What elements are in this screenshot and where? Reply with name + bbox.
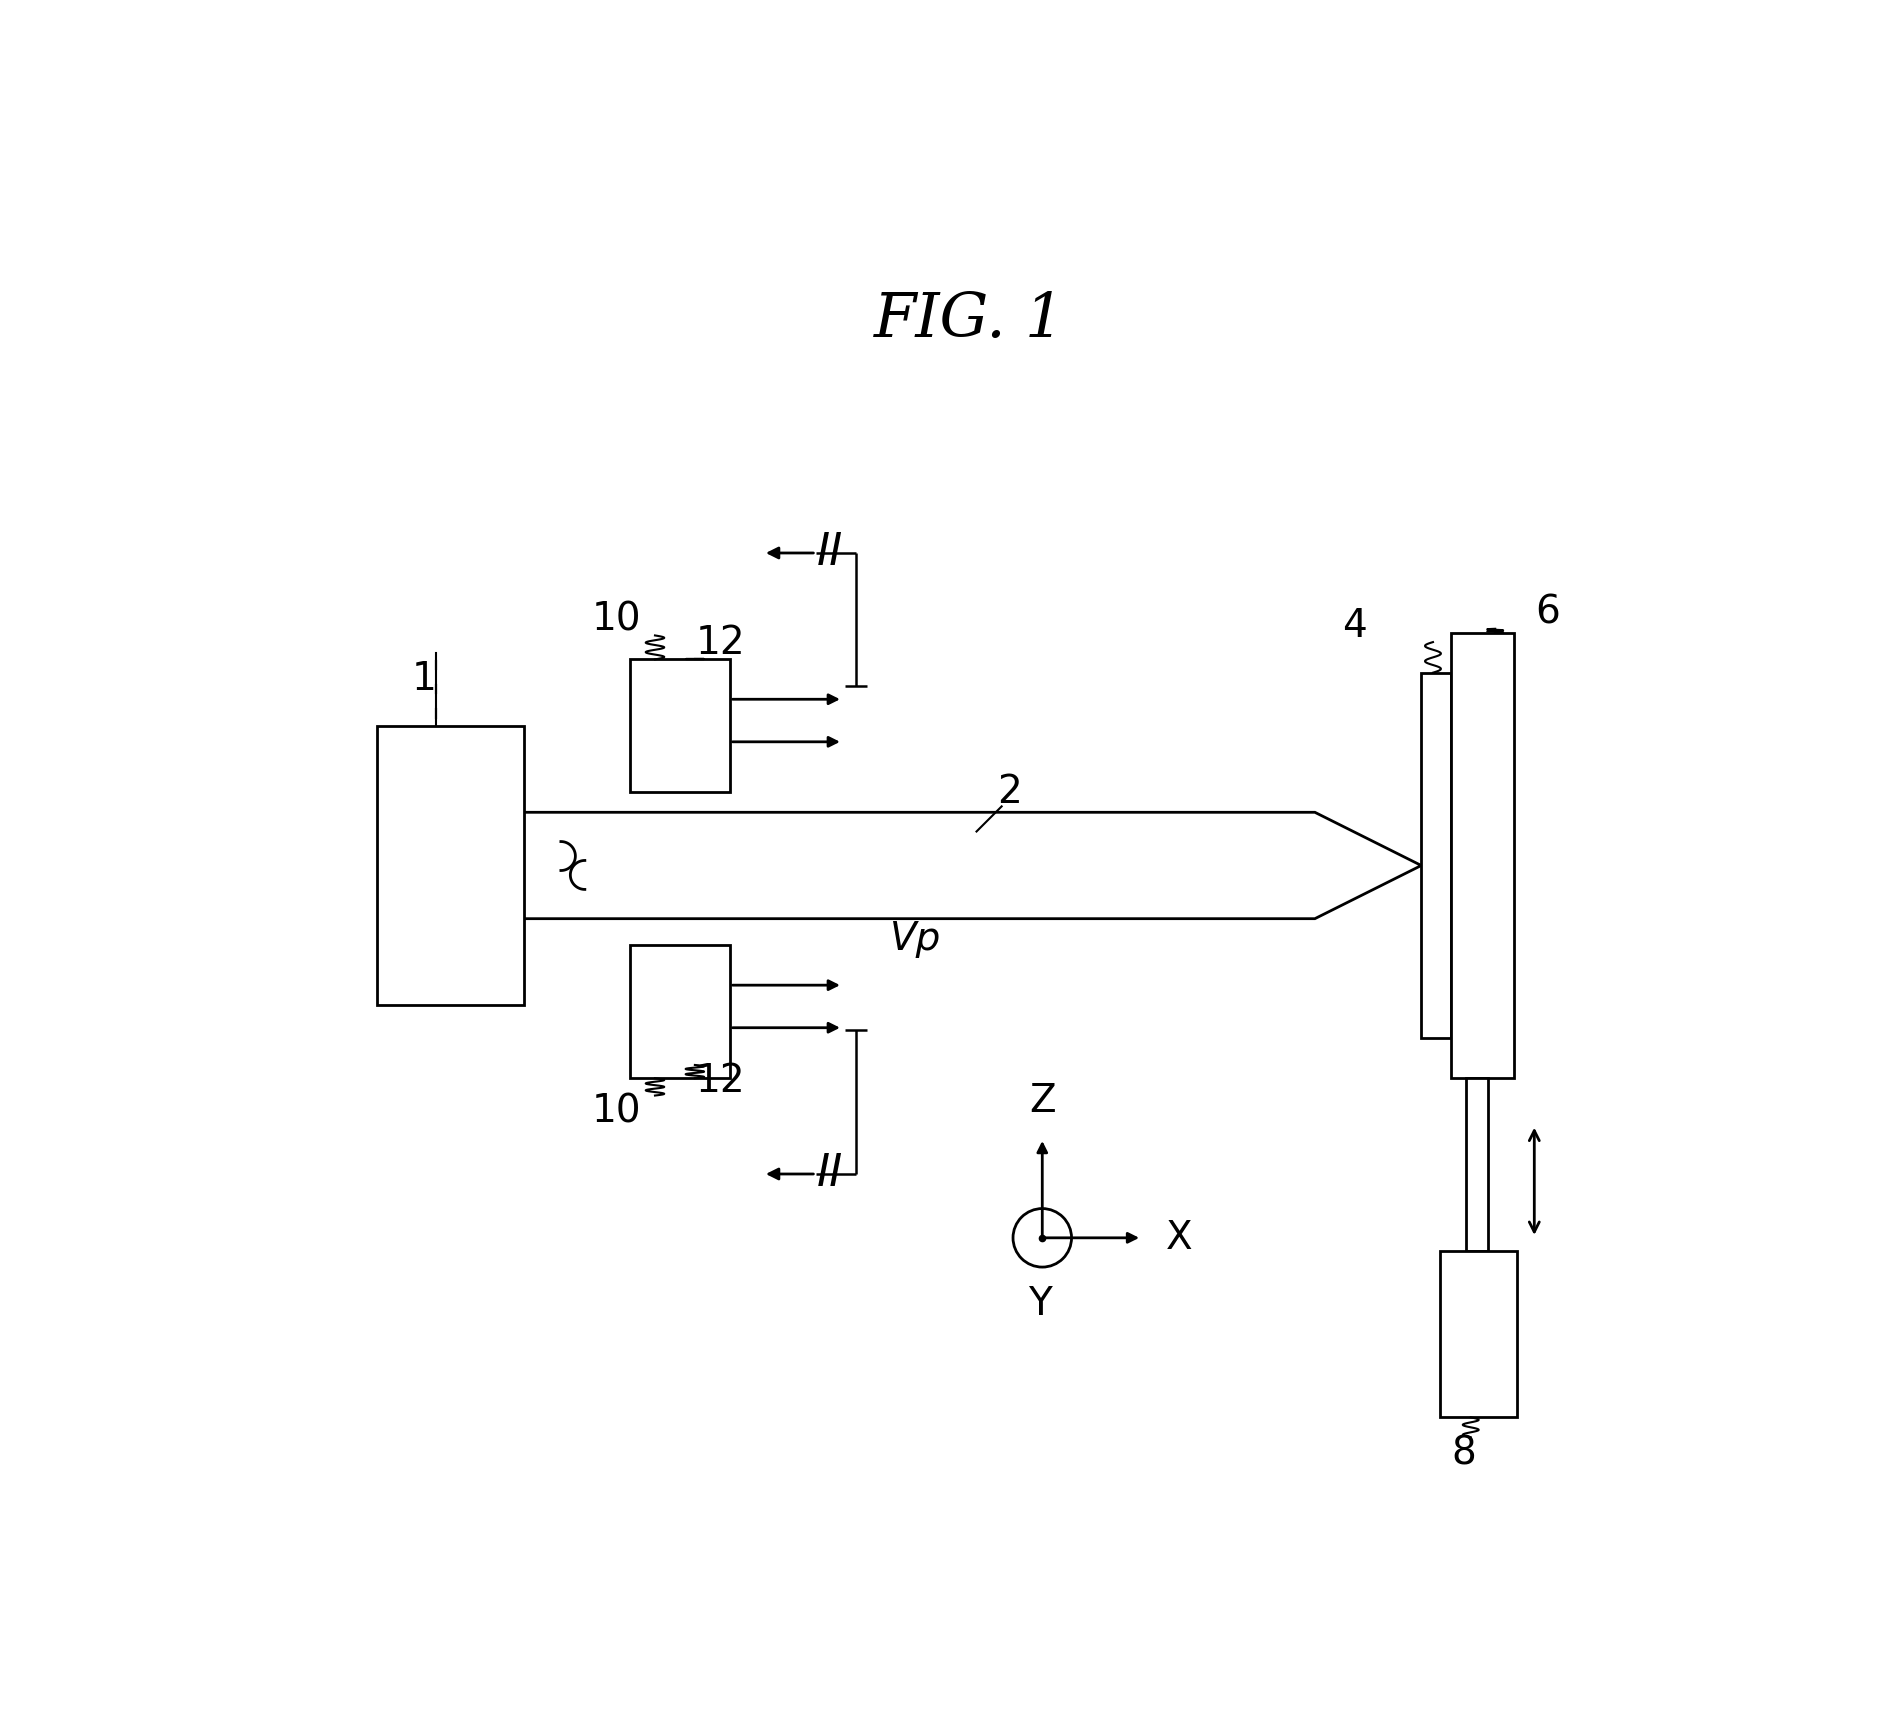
Text: 6: 6: [1535, 594, 1560, 632]
Text: II: II: [817, 532, 843, 575]
Polygon shape: [524, 812, 1422, 919]
Bar: [1439, 1250, 1517, 1418]
Text: 8: 8: [1452, 1433, 1477, 1471]
Text: 10: 10: [592, 601, 641, 639]
Text: 1: 1: [412, 660, 437, 698]
Text: X: X: [1167, 1219, 1193, 1257]
Bar: [1450, 632, 1515, 1078]
Text: 4: 4: [1343, 608, 1367, 646]
Text: 2: 2: [997, 774, 1021, 812]
Bar: [630, 945, 730, 1078]
Text: II: II: [817, 1152, 843, 1195]
Bar: [630, 660, 730, 793]
Bar: [1467, 1078, 1488, 1250]
Text: Vp: Vp: [891, 919, 942, 958]
Text: 10: 10: [592, 1093, 641, 1131]
Text: Y: Y: [1027, 1285, 1051, 1323]
Text: Z: Z: [1029, 1081, 1055, 1119]
Bar: [378, 725, 524, 1005]
Bar: [1422, 674, 1450, 1038]
Text: FIG. 1: FIG. 1: [874, 290, 1065, 351]
Text: 12: 12: [696, 625, 745, 663]
Text: 12: 12: [696, 1062, 745, 1100]
